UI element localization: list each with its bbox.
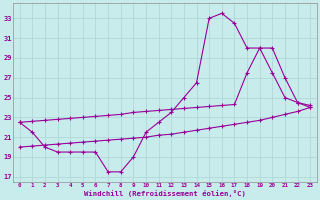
- X-axis label: Windchill (Refroidissement éolien,°C): Windchill (Refroidissement éolien,°C): [84, 190, 246, 197]
